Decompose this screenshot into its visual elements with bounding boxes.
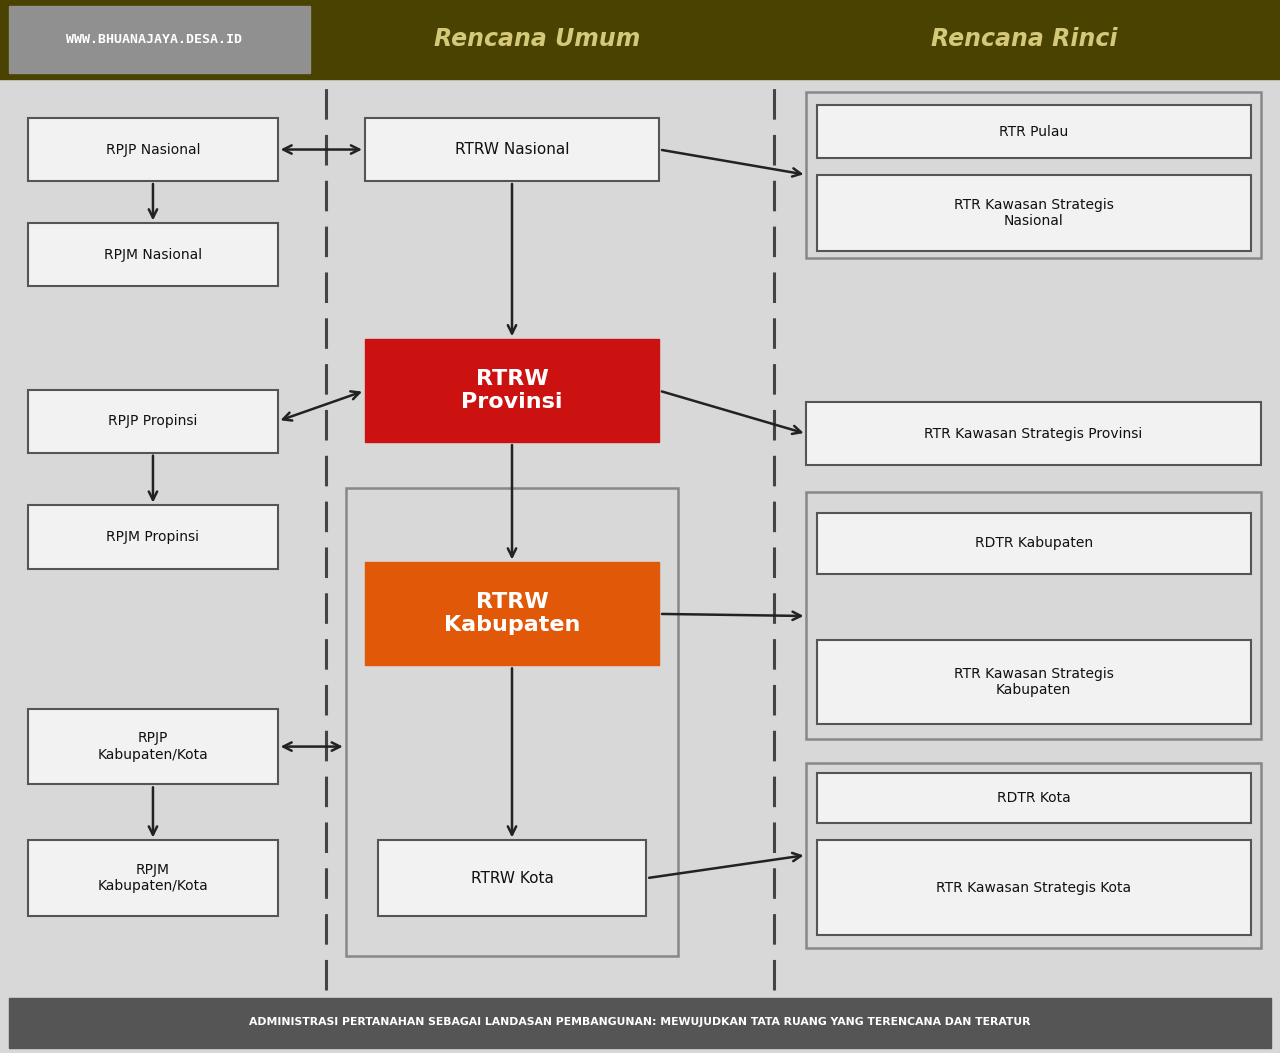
FancyBboxPatch shape bbox=[28, 223, 278, 286]
FancyBboxPatch shape bbox=[806, 402, 1261, 465]
Text: RTR Kawasan Strategis Provinsi: RTR Kawasan Strategis Provinsi bbox=[924, 426, 1143, 441]
Text: RTRW Nasional: RTRW Nasional bbox=[454, 142, 570, 157]
Text: RTR Pulau: RTR Pulau bbox=[998, 124, 1069, 139]
Text: WWW.BHUANAJAYA.DESA.ID: WWW.BHUANAJAYA.DESA.ID bbox=[65, 33, 242, 46]
Text: RTR Kawasan Strategis Kota: RTR Kawasan Strategis Kota bbox=[936, 880, 1132, 895]
Text: RPJM Propinsi: RPJM Propinsi bbox=[106, 530, 200, 544]
Text: RTRW
Provinsi: RTRW Provinsi bbox=[461, 369, 563, 413]
Text: Rencana Rinci: Rencana Rinci bbox=[931, 27, 1117, 52]
FancyBboxPatch shape bbox=[378, 840, 646, 916]
Text: RPJP Nasional: RPJP Nasional bbox=[106, 142, 200, 157]
FancyBboxPatch shape bbox=[28, 118, 278, 181]
FancyBboxPatch shape bbox=[28, 390, 278, 453]
FancyBboxPatch shape bbox=[817, 840, 1251, 935]
FancyBboxPatch shape bbox=[817, 175, 1251, 251]
Text: RPJM
Kabupaten/Kota: RPJM Kabupaten/Kota bbox=[97, 863, 209, 893]
Text: Rencana Umum: Rencana Umum bbox=[434, 27, 641, 52]
FancyBboxPatch shape bbox=[28, 505, 278, 569]
FancyBboxPatch shape bbox=[28, 709, 278, 784]
FancyBboxPatch shape bbox=[817, 105, 1251, 158]
Text: ADMINISTRASI PERTANAHAN SEBAGAI LANDASAN PEMBANGUNAN: MEWUJUDKAN TATA RUANG YANG: ADMINISTRASI PERTANAHAN SEBAGAI LANDASAN… bbox=[250, 1017, 1030, 1028]
Text: RTR Kawasan Strategis
Nasional: RTR Kawasan Strategis Nasional bbox=[954, 198, 1114, 227]
FancyBboxPatch shape bbox=[365, 562, 659, 665]
Bar bbox=[9, 6, 310, 73]
FancyBboxPatch shape bbox=[28, 840, 278, 916]
Text: RDTR Kabupaten: RDTR Kabupaten bbox=[974, 536, 1093, 551]
Text: RTR Kawasan Strategis
Kabupaten: RTR Kawasan Strategis Kabupaten bbox=[954, 668, 1114, 697]
Text: RPJP Propinsi: RPJP Propinsi bbox=[109, 414, 197, 429]
FancyBboxPatch shape bbox=[817, 773, 1251, 823]
Bar bbox=[0, 0, 1280, 79]
FancyBboxPatch shape bbox=[365, 339, 659, 442]
Text: RPJM Nasional: RPJM Nasional bbox=[104, 247, 202, 262]
FancyBboxPatch shape bbox=[817, 513, 1251, 574]
Text: RTRW Kota: RTRW Kota bbox=[471, 871, 553, 886]
Text: RDTR Kota: RDTR Kota bbox=[997, 791, 1070, 806]
FancyBboxPatch shape bbox=[817, 640, 1251, 724]
Text: RPJP
Kabupaten/Kota: RPJP Kabupaten/Kota bbox=[97, 732, 209, 761]
FancyBboxPatch shape bbox=[365, 118, 659, 181]
Bar bbox=[9, 998, 1271, 1048]
Text: RTRW
Kabupaten: RTRW Kabupaten bbox=[444, 592, 580, 636]
